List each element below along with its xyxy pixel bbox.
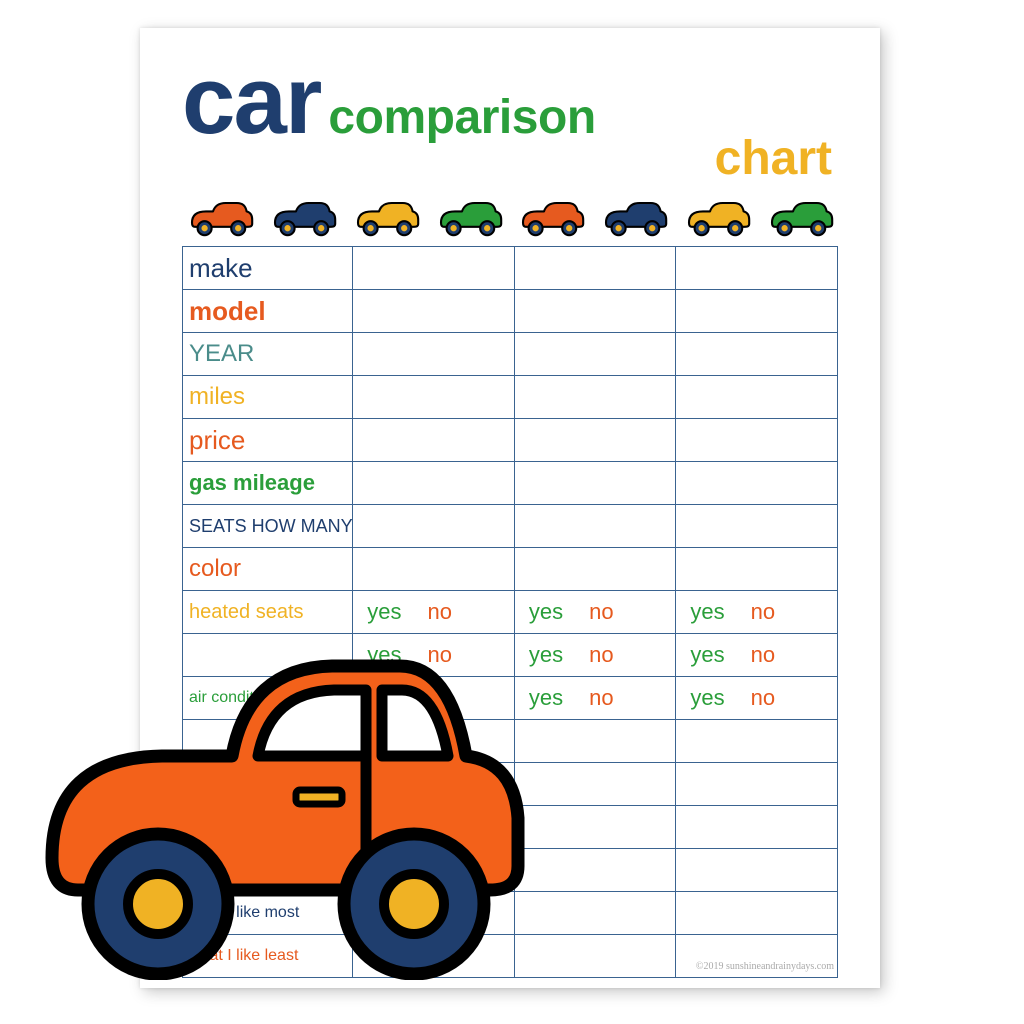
data-cell bbox=[676, 376, 838, 419]
yesno-pair: yes no bbox=[521, 642, 670, 668]
data-cell bbox=[514, 247, 676, 290]
mini-cars-row bbox=[184, 196, 836, 238]
data-cell bbox=[676, 849, 838, 892]
data-cell bbox=[676, 247, 838, 290]
mini-car-icon bbox=[598, 196, 670, 238]
row-label-cell: SEATS HOW MANY bbox=[183, 505, 353, 548]
mini-car-icon bbox=[184, 196, 256, 238]
data-cell bbox=[353, 462, 515, 505]
row-label: model bbox=[189, 296, 266, 326]
row-label-cell: price bbox=[183, 419, 353, 462]
title-comparison: comparison bbox=[328, 90, 595, 145]
mini-car-icon bbox=[267, 196, 339, 238]
no-label: no bbox=[751, 642, 775, 668]
data-cell bbox=[676, 892, 838, 935]
data-cell bbox=[514, 505, 676, 548]
data-cell bbox=[676, 505, 838, 548]
table-row: miles bbox=[183, 376, 838, 419]
data-cell bbox=[514, 419, 676, 462]
row-label: price bbox=[189, 425, 245, 455]
mini-car-icon bbox=[764, 196, 836, 238]
row-label: SEATS HOW MANY bbox=[189, 516, 353, 536]
data-cell bbox=[676, 290, 838, 333]
table-row: SEATS HOW MANY bbox=[183, 505, 838, 548]
data-cell: yes no bbox=[676, 634, 838, 677]
data-cell bbox=[676, 333, 838, 376]
row-label: YEAR bbox=[189, 340, 254, 367]
no-label: no bbox=[589, 599, 613, 625]
mini-car-icon bbox=[681, 196, 753, 238]
table-row: model bbox=[183, 290, 838, 333]
data-cell: yes no bbox=[514, 677, 676, 720]
data-cell bbox=[514, 290, 676, 333]
row-label-cell: model bbox=[183, 290, 353, 333]
mini-car-icon bbox=[515, 196, 587, 238]
big-car-illustration bbox=[12, 608, 534, 980]
row-label: gas mileage bbox=[189, 470, 315, 495]
table-row: gas mileage bbox=[183, 462, 838, 505]
mini-car-icon bbox=[433, 196, 505, 238]
mini-car-icon bbox=[350, 196, 422, 238]
data-cell bbox=[353, 247, 515, 290]
data-cell bbox=[514, 333, 676, 376]
footer-credit: ©2019 sunshineandrainydays.com bbox=[696, 961, 834, 972]
data-cell bbox=[514, 849, 676, 892]
data-cell bbox=[676, 462, 838, 505]
yes-label: yes bbox=[690, 685, 724, 711]
data-cell bbox=[353, 505, 515, 548]
yesno-pair: yes no bbox=[521, 599, 670, 625]
data-cell bbox=[514, 935, 676, 978]
data-cell: yes no bbox=[676, 591, 838, 634]
data-cell bbox=[353, 290, 515, 333]
data-cell bbox=[514, 892, 676, 935]
data-cell bbox=[676, 720, 838, 763]
data-cell bbox=[676, 763, 838, 806]
table-row: make bbox=[183, 247, 838, 290]
row-label-cell: miles bbox=[183, 376, 353, 419]
data-cell bbox=[514, 806, 676, 849]
data-cell bbox=[353, 333, 515, 376]
data-cell bbox=[676, 548, 838, 591]
data-cell bbox=[514, 763, 676, 806]
data-cell bbox=[514, 720, 676, 763]
yesno-pair: yes no bbox=[521, 685, 670, 711]
data-cell bbox=[514, 548, 676, 591]
data-cell bbox=[353, 548, 515, 591]
no-label: no bbox=[751, 685, 775, 711]
row-label: color bbox=[189, 555, 241, 582]
row-label-cell: gas mileage bbox=[183, 462, 353, 505]
yesno-pair: yes no bbox=[682, 642, 831, 668]
data-cell bbox=[676, 806, 838, 849]
row-label: miles bbox=[189, 383, 245, 410]
data-cell: yes no bbox=[514, 634, 676, 677]
data-cell bbox=[514, 376, 676, 419]
no-label: no bbox=[751, 599, 775, 625]
data-cell bbox=[514, 462, 676, 505]
table-row: YEAR bbox=[183, 333, 838, 376]
data-cell: yes no bbox=[676, 677, 838, 720]
no-label: no bbox=[589, 685, 613, 711]
data-cell bbox=[353, 376, 515, 419]
row-label-cell: make bbox=[183, 247, 353, 290]
yes-label: yes bbox=[690, 642, 724, 668]
row-label-cell: color bbox=[183, 548, 353, 591]
table-row: price bbox=[183, 419, 838, 462]
table-row: color bbox=[183, 548, 838, 591]
data-cell: yes no bbox=[514, 591, 676, 634]
title-car: car bbox=[182, 58, 320, 144]
yesno-pair: yes no bbox=[682, 685, 831, 711]
row-label-cell: YEAR bbox=[183, 333, 353, 376]
row-label: make bbox=[189, 253, 253, 283]
yes-label: yes bbox=[690, 599, 724, 625]
data-cell bbox=[353, 419, 515, 462]
yesno-pair: yes no bbox=[682, 599, 831, 625]
no-label: no bbox=[589, 642, 613, 668]
data-cell bbox=[676, 419, 838, 462]
